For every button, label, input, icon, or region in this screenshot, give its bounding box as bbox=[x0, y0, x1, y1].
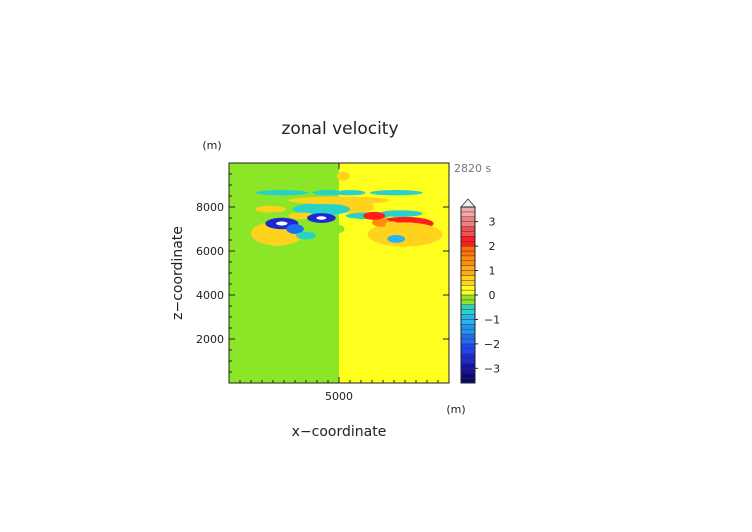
colorbar-swatch bbox=[460, 206, 476, 213]
contour-feature-8 bbox=[312, 190, 344, 196]
contour-feature-18 bbox=[296, 231, 316, 240]
colorbar-swatch bbox=[460, 343, 476, 349]
contour-feature-21 bbox=[387, 234, 406, 243]
contour-feature-17 bbox=[269, 238, 286, 247]
contour-feature-25 bbox=[417, 234, 433, 242]
colorbar-swatch bbox=[460, 265, 476, 271]
contour-feature-6 bbox=[255, 190, 309, 196]
x-unit-label: (m) bbox=[446, 403, 465, 416]
contour-feature-23 bbox=[329, 224, 345, 234]
colorbar-label-1: 2 bbox=[489, 240, 496, 253]
field-background-right bbox=[339, 163, 449, 383]
colorbar-swatch bbox=[460, 373, 476, 379]
axis-ticks: 5000 2000 4000 6000 8000 bbox=[196, 163, 449, 403]
colorbar-over-triangle bbox=[460, 198, 476, 208]
colorbar-swatch bbox=[460, 236, 476, 242]
colorbar-swatch bbox=[460, 260, 476, 266]
colorbar-swatch bbox=[460, 348, 476, 354]
colorbar-swatch bbox=[460, 329, 476, 335]
y-unit-label: (m) bbox=[202, 139, 221, 152]
chart-title: zonal velocity bbox=[281, 119, 398, 139]
contour-feature-9 bbox=[334, 190, 366, 196]
colorbar-swatch bbox=[460, 314, 476, 320]
colorbar-swatch bbox=[460, 294, 476, 301]
y-tick-label-0: 2000 bbox=[196, 333, 224, 346]
colorbar-label-6: −3 bbox=[484, 362, 500, 375]
y-tick-label-2: 6000 bbox=[196, 245, 224, 258]
colorbar-swatch bbox=[460, 289, 476, 296]
contour-feature-19 bbox=[363, 211, 386, 220]
y-axis-title: z−coordinate bbox=[170, 226, 186, 320]
colorbar-label-3: 0 bbox=[489, 289, 496, 302]
y-tick-label-1: 4000 bbox=[196, 289, 224, 302]
colorbar-swatch bbox=[460, 241, 476, 247]
colorbar: 3 2 1 0 −1 −2 −3 bbox=[460, 198, 500, 384]
contour-feature-4 bbox=[292, 203, 350, 216]
colorbar-label-0: 3 bbox=[489, 216, 496, 229]
colorbar-swatch bbox=[460, 358, 476, 364]
contour-feature-12 bbox=[378, 210, 423, 217]
colorbar-swatch bbox=[460, 226, 476, 232]
colorbar-swatch bbox=[460, 270, 476, 276]
field-background-left bbox=[229, 163, 339, 383]
colorbar-swatch bbox=[460, 255, 476, 261]
colorbar-swatch bbox=[460, 245, 476, 252]
contour-feature-24 bbox=[255, 205, 287, 213]
x-axis-title: x−coordinate bbox=[292, 424, 387, 440]
colorbar-swatch bbox=[460, 280, 476, 286]
contour-feature-26 bbox=[336, 171, 350, 181]
contour-feature-5 bbox=[288, 196, 390, 205]
colorbar-swatch bbox=[460, 211, 476, 217]
colorbar-swatch bbox=[460, 275, 476, 281]
colorbar-swatch bbox=[460, 353, 476, 359]
colorbar-swatch bbox=[460, 324, 476, 330]
contour-feature-22 bbox=[401, 222, 418, 229]
contour-core-14 bbox=[316, 216, 327, 220]
colorbar-swatch bbox=[460, 377, 476, 384]
colorbar-swatch bbox=[460, 221, 476, 227]
colorbar-swatch bbox=[460, 333, 476, 340]
contour-feature-7 bbox=[369, 190, 423, 196]
contour-core-13 bbox=[276, 221, 288, 226]
colorbar-swatch bbox=[460, 319, 476, 325]
colorbar-swatch bbox=[460, 363, 476, 369]
colorbar-swatch bbox=[460, 368, 476, 374]
colorbar-label-5: −2 bbox=[484, 338, 500, 351]
colorbar-swatch bbox=[460, 250, 476, 257]
colorbar-swatch bbox=[460, 285, 476, 291]
colorbar-swatch bbox=[460, 304, 476, 310]
contour-feature-20 bbox=[385, 221, 399, 228]
y-tick-label-3: 8000 bbox=[196, 201, 224, 214]
colorbar-swatch bbox=[460, 338, 476, 345]
plot-area bbox=[229, 163, 449, 383]
colorbar-swatch bbox=[460, 309, 476, 315]
colorbar-swatch bbox=[460, 216, 476, 222]
contour-feature-15 bbox=[286, 224, 304, 234]
time-label: 2820 s bbox=[454, 162, 491, 175]
colorbar-swatch bbox=[460, 231, 476, 237]
colorbar-swatch bbox=[460, 299, 476, 305]
colorbar-label-2: 1 bbox=[489, 265, 496, 278]
x-tick-label-0: 5000 bbox=[325, 390, 353, 403]
colorbar-label-4: −1 bbox=[484, 313, 500, 326]
